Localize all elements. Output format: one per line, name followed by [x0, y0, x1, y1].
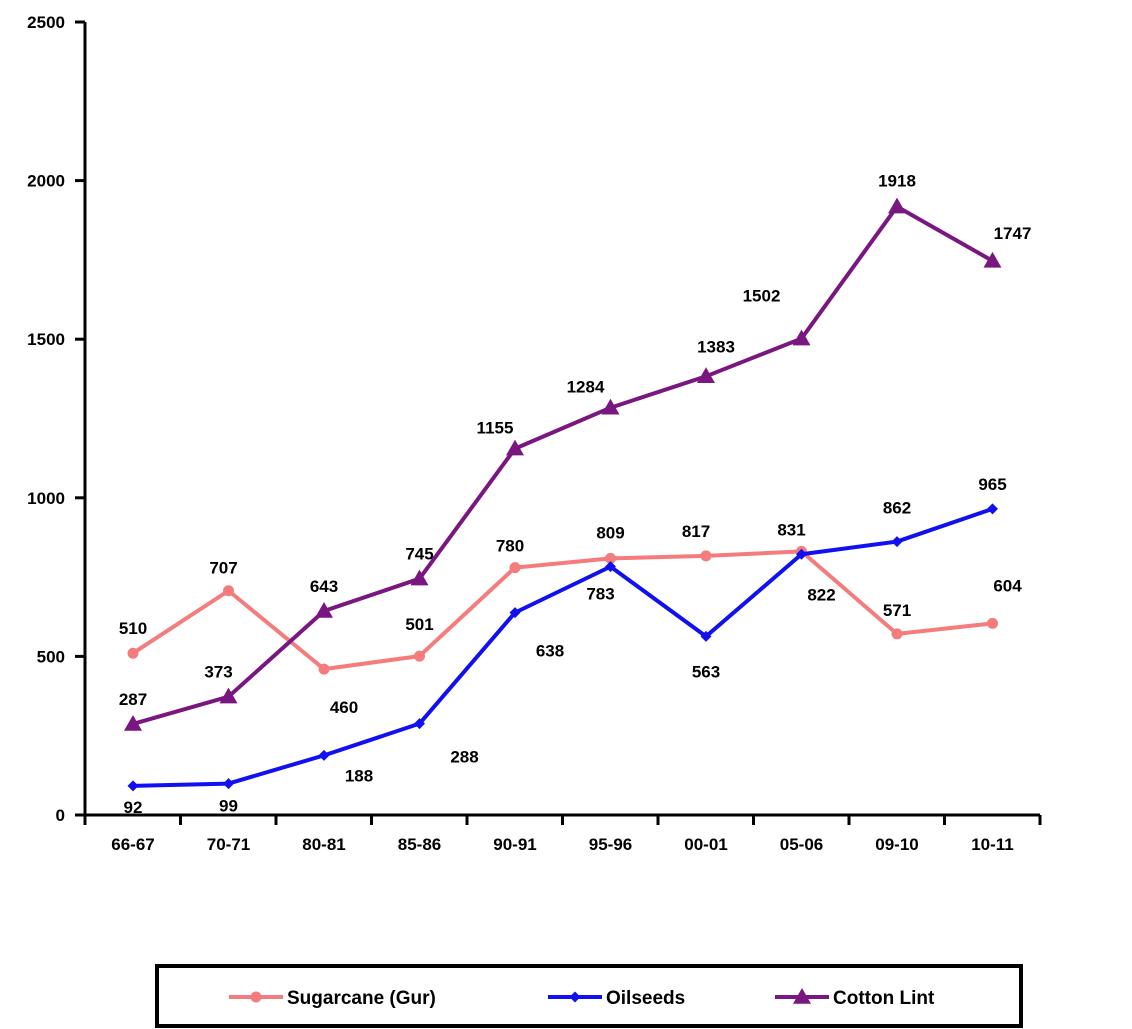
data-label: 510: [119, 619, 147, 638]
marker-circle: [510, 562, 521, 573]
y-tick-label: 1000: [27, 489, 65, 508]
data-label: 287: [119, 690, 147, 709]
data-label: 643: [310, 577, 338, 596]
legend-label: Sugarcane (Gur): [287, 988, 436, 1009]
data-label: 571: [883, 601, 911, 620]
legend-label: Cotton Lint: [833, 988, 935, 1009]
marker-diamond: [128, 780, 139, 791]
y-tick-label: 2500: [27, 13, 65, 32]
data-label: 783: [586, 585, 614, 604]
data-label: 707: [209, 559, 237, 578]
data-label: 745: [405, 545, 433, 564]
marker-circle: [701, 550, 712, 561]
x-tick-label: 95-96: [589, 835, 632, 854]
marker-triangle: [984, 252, 1002, 268]
marker-diamond: [319, 750, 330, 761]
legend: Sugarcane (Gur) Oilseeds Cotton Lint: [157, 966, 1021, 1026]
x-tick-label: 09-10: [875, 835, 918, 854]
data-label: 563: [692, 662, 720, 681]
y-tick-label: 1500: [27, 330, 65, 349]
y-tick-label: 500: [37, 647, 65, 666]
data-label: 99: [219, 797, 238, 816]
data-label: 373: [204, 663, 232, 682]
x-tick-label: 10-11: [971, 835, 1014, 854]
x-tick-label: 80-81: [302, 835, 345, 854]
series-lines: [124, 198, 1002, 792]
data-label: 822: [807, 585, 835, 604]
marker-circle: [251, 992, 262, 1003]
x-tick-label: 85-86: [398, 835, 441, 854]
data-label: 965: [978, 475, 1006, 494]
marker-circle: [128, 648, 139, 659]
x-tick-label: 05-06: [780, 835, 823, 854]
marker-triangle: [888, 198, 906, 214]
marker-circle: [892, 628, 903, 639]
y-tick-label: 2000: [27, 172, 65, 191]
marker-circle: [319, 664, 330, 675]
x-tick-label: 90-91: [493, 835, 536, 854]
data-label: 1918: [878, 172, 916, 191]
x-tick-label: 00-01: [684, 835, 727, 854]
data-label: 862: [883, 499, 911, 518]
data-label: 638: [536, 642, 564, 661]
data-label: 1155: [477, 419, 514, 438]
data-label: 460: [330, 698, 358, 717]
x-tick-label: 70-71: [207, 835, 250, 854]
data-label: 1284: [567, 378, 605, 397]
data-label: 809: [596, 523, 624, 542]
legend-label: Oilseeds: [606, 988, 685, 1009]
data-label: 831: [777, 520, 805, 539]
y-tick-label: 0: [56, 806, 65, 825]
marker-diamond: [987, 503, 998, 514]
data-labels: 510 707 460 501 780 809 817 831 571 604 92 99 188 288…: [119, 172, 1032, 817]
x-tick-label: 66-67: [111, 835, 154, 854]
marker-circle: [987, 618, 998, 629]
data-label: 501: [405, 615, 433, 634]
data-label: 188: [345, 766, 373, 785]
marker-diamond: [223, 778, 234, 789]
marker-diamond: [892, 536, 903, 547]
data-label: 780: [496, 537, 524, 556]
x-axis-ticks: 66-67 70-71 80-81 85-86 90-91 95-96 00-01 05-06…: [85, 815, 1040, 854]
marker-circle: [223, 585, 234, 596]
data-label: 604: [993, 576, 1022, 595]
data-label: 1747: [994, 224, 1032, 243]
data-label: 1502: [743, 287, 781, 306]
data-label: 1383: [697, 337, 735, 356]
data-label: 288: [450, 748, 478, 767]
y-axis-ticks: 0 500 1000 1500 2000 2500: [27, 13, 85, 825]
marker-circle: [414, 651, 425, 662]
data-label: 817: [682, 522, 710, 541]
data-label: 92: [124, 798, 143, 817]
